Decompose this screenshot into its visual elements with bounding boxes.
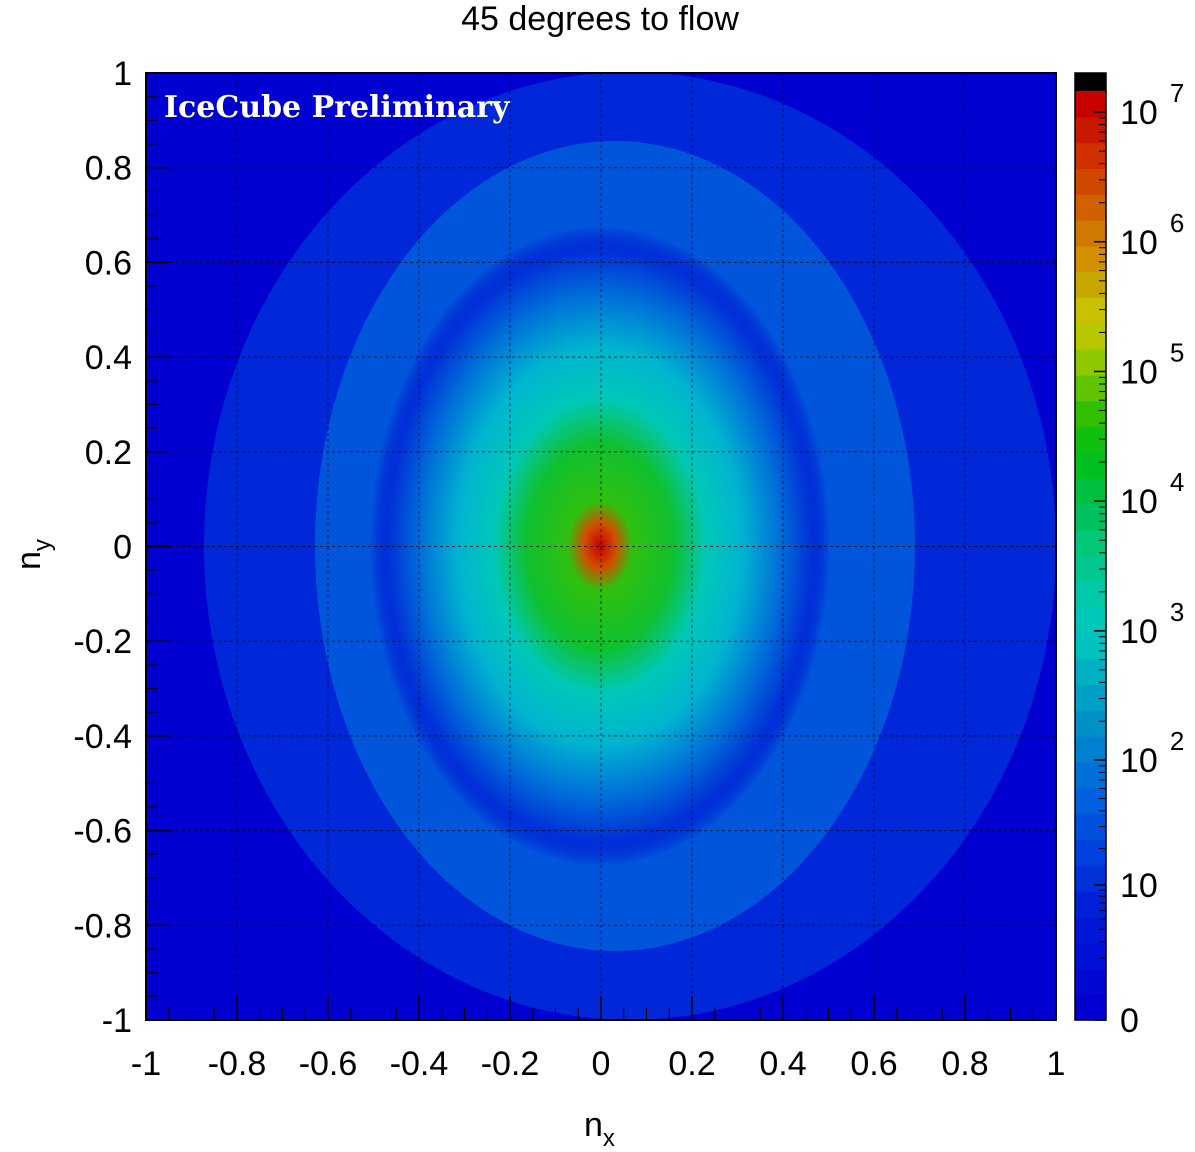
colorbar-segment <box>1075 684 1106 711</box>
colorbar-tick-label: 105 <box>1120 337 1184 391</box>
x-tick-label: 0.2 <box>668 1045 715 1083</box>
y-tick-label: 0.6 <box>85 244 132 282</box>
x-tick-label: -0.8 <box>208 1045 267 1083</box>
colorbar-segment <box>1075 297 1106 324</box>
colorbar-segment <box>1075 478 1106 505</box>
colorbar-segment <box>1075 374 1106 402</box>
colorbar-segment <box>1075 865 1106 892</box>
y-tick-label: 0.4 <box>85 339 132 377</box>
x-tick-label: 0.6 <box>850 1045 897 1083</box>
colorbar-segment <box>1075 271 1106 299</box>
x-tick-label: 1 <box>1047 1045 1066 1083</box>
colorbar-segment <box>1075 452 1106 479</box>
colorbar-segment <box>1075 503 1106 531</box>
colorbar-segment <box>1075 890 1106 918</box>
colorbar-segment <box>1075 323 1106 350</box>
colorbar-segment <box>1075 581 1106 608</box>
x-axis-title: nx <box>584 1106 615 1152</box>
x-tick-label: -0.2 <box>481 1045 540 1083</box>
y-tick-label: 1 <box>113 55 132 93</box>
x-tick-label: 0.4 <box>759 1045 806 1083</box>
x-tick-label: -0.4 <box>390 1045 449 1083</box>
colorbar-segment <box>1075 168 1106 195</box>
colorbar-overflow <box>1075 73 1106 91</box>
colorbar-segment <box>1075 942 1106 969</box>
x-tick-label: 0 <box>592 1045 611 1083</box>
colorbar-segment <box>1075 529 1106 557</box>
colorbar-segment <box>1075 736 1106 763</box>
colorbar-segment <box>1075 607 1106 634</box>
y-axis-title: ny <box>10 539 56 570</box>
y-tick-label: -1 <box>102 1002 132 1040</box>
colorbar-segment <box>1075 142 1106 170</box>
grid <box>146 73 1056 1020</box>
colorbar-tick-label: 10 <box>1120 867 1158 905</box>
svg-text:ny: ny <box>10 539 56 570</box>
colorbar-segment <box>1075 839 1106 866</box>
y-tick-label: 0 <box>113 529 132 567</box>
heat-core <box>370 226 830 866</box>
colorbar-segment <box>1075 710 1106 737</box>
colorbar-tick-label: 102 <box>1120 726 1184 780</box>
colorbar-tick-label: 103 <box>1120 597 1184 651</box>
colorbar-segment <box>1075 116 1106 144</box>
y-axis: -1 -0.8 -0.6 -0.4 -0.2 0 0.2 0.4 0.6 0.8 1 <box>73 55 170 1040</box>
colorbar-tick-label: 104 <box>1120 467 1184 521</box>
y-tick-label: 0.8 <box>85 150 132 188</box>
colorbar-segment <box>1075 787 1106 815</box>
x-tick-label: -1 <box>131 1045 161 1083</box>
colorbar-segment <box>1075 916 1106 944</box>
colorbar-segment <box>1075 658 1106 686</box>
colorbar-tick-label: 107 <box>1120 78 1184 132</box>
x-axis: -1 -0.8 -0.6 -0.4 -0.2 0 0.2 0.4 0.6 0.8 1 <box>131 996 1066 1083</box>
colorbar-labels: 0 10 102 103 104 105 106 107 <box>1094 78 1184 1040</box>
plot-area <box>146 73 1056 1020</box>
colorbar-segment <box>1075 632 1106 660</box>
x-tick-label: -0.6 <box>299 1045 358 1083</box>
x-tick-label: 0.8 <box>941 1045 988 1083</box>
y-tick-label: -0.4 <box>73 718 132 756</box>
colorbar-frame <box>1074 72 1107 1021</box>
colorbar-segment <box>1075 91 1106 118</box>
colorbar-tick-label: 0 <box>1120 1002 1139 1040</box>
y-tick-label: -0.2 <box>73 623 132 661</box>
colorbar-segment <box>1075 994 1106 1021</box>
y-tick-label: -0.6 <box>73 813 132 851</box>
y-tick-label: -0.8 <box>73 907 132 945</box>
colorbar-tick-label: 106 <box>1120 208 1184 262</box>
y-tick-label: 0.2 <box>85 434 132 472</box>
watermark-annotation: IceCube Preliminary <box>164 90 511 125</box>
chart-title: 45 degrees to flow <box>461 0 739 38</box>
colorbar-segment <box>1075 245 1106 273</box>
colorbar-segment <box>1075 968 1106 995</box>
colorbar-segment <box>1075 194 1106 221</box>
colorbar <box>1074 72 1107 1021</box>
